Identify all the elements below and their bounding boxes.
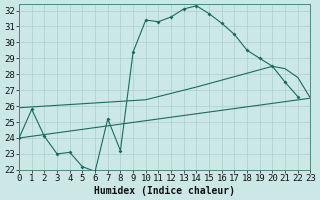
X-axis label: Humidex (Indice chaleur): Humidex (Indice chaleur) [94,186,235,196]
